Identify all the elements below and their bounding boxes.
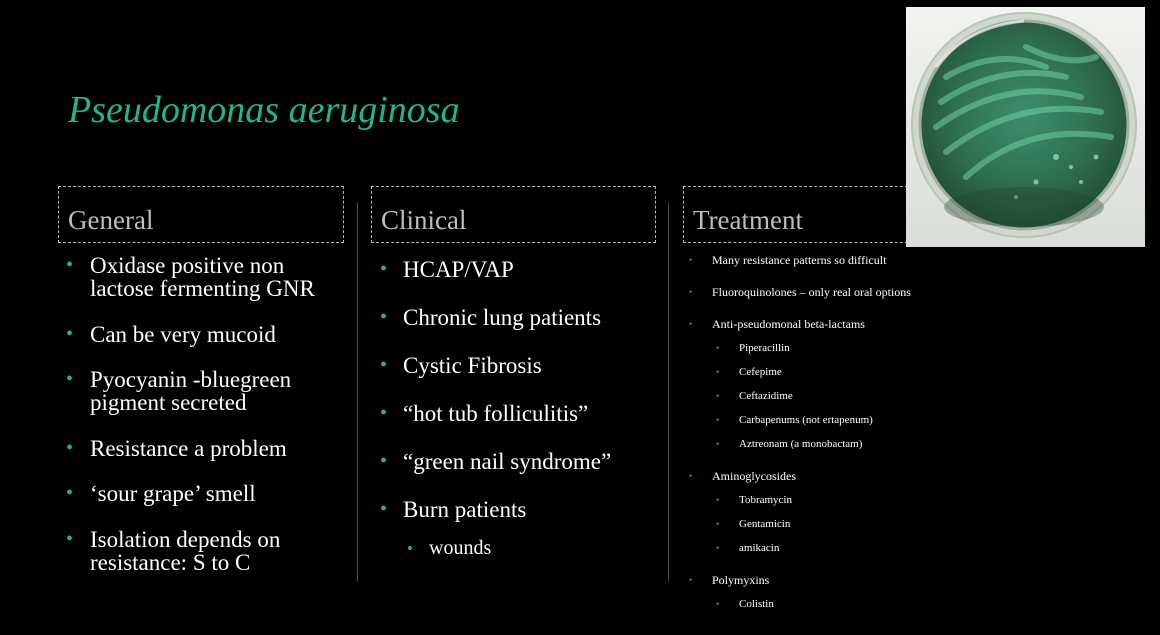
list-item: • Fluoroquinolones – only real oral optio…: [689, 285, 911, 299]
list-item: • Burn patients: [380, 497, 527, 522]
list-item: • Polymyxins: [689, 573, 770, 587]
treatment-list: • Many resistance patterns so difficult •…: [689, 252, 949, 612]
list-item: • Resistance a problem: [66, 436, 287, 461]
list-item: • Many resistance patterns so difficult: [689, 253, 887, 267]
list-item: • “hot tub folliculitis”: [380, 401, 589, 426]
petri-dish-image: [906, 7, 1145, 247]
sub-list-item: • Aztreonam (a monobactam): [716, 438, 863, 450]
clinical-list: • HCAP/VAP • Chronic lung patients • Cystic…: [380, 256, 660, 562]
sub-list-item: • Gentamicin: [716, 518, 791, 530]
clinical-header: Clinical: [371, 186, 656, 243]
list-item: • “green nail syndrome”: [380, 449, 612, 474]
list-item: • Aminoglycosides: [689, 469, 796, 483]
list-item: • Anti-pseudomonal beta-lactams: [689, 317, 865, 331]
sub-list-item: • Ceftazidime: [716, 390, 793, 402]
list-item: • ‘sour grape’ smell: [66, 481, 256, 506]
sub-list-item: • Piperacillin: [716, 342, 790, 354]
treatment-header: Treatment: [683, 186, 913, 243]
sub-list-item: • Colistin: [716, 598, 774, 610]
list-item: • Oxidase positive non lactose fermenting…: [66, 253, 315, 301]
general-header: General: [58, 186, 344, 243]
sub-list-item: • Tobramycin: [716, 494, 792, 506]
list-item: • Chronic lung patients: [380, 305, 602, 330]
sub-list-item: • Carbapenums (not ertapenum): [716, 414, 873, 426]
list-item: • HCAP/VAP: [380, 257, 514, 282]
slide-title: Pseudomonas aeruginosa: [68, 89, 460, 131]
sub-list-item: • Cefepime: [716, 366, 782, 378]
list-item: • Cystic Fibrosis: [380, 353, 542, 378]
sub-list-item: • wounds: [407, 537, 492, 559]
list-item: • Isolation depends on resistance: S to C: [66, 527, 281, 575]
list-item: • Pyocyanin -bluegreen pigment secreted: [66, 367, 292, 415]
general-list: • Oxidase positive non lactose fermenting…: [66, 254, 336, 574]
list-item: • Can be very mucoid: [66, 322, 276, 347]
sub-list-item: • amikacin: [716, 542, 780, 554]
column-divider: [357, 202, 358, 582]
column-divider: [668, 202, 669, 582]
